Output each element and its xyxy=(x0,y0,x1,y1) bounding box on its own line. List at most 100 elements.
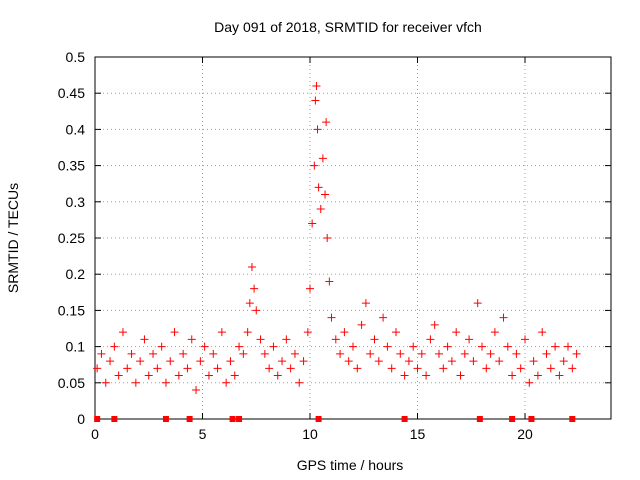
y-tick-label: 0.2 xyxy=(66,266,86,282)
data-point xyxy=(439,364,448,373)
data-point xyxy=(314,183,323,192)
zero-marker xyxy=(229,416,236,422)
data-point xyxy=(409,342,418,351)
data-point xyxy=(311,96,320,105)
data-point xyxy=(447,357,456,366)
zero-marker xyxy=(401,416,408,422)
data-point xyxy=(303,328,312,337)
zero-marker xyxy=(509,416,516,422)
data-point xyxy=(204,371,213,380)
data-point xyxy=(282,335,291,344)
y-tick-label: 0.05 xyxy=(58,375,85,391)
x-tick-label: 10 xyxy=(302,426,318,442)
data-point xyxy=(256,335,265,344)
x-axis-label: GPS time / hours xyxy=(297,457,404,473)
data-point xyxy=(473,299,482,308)
data-point xyxy=(247,262,256,271)
data-point xyxy=(295,378,304,387)
data-point xyxy=(426,335,435,344)
data-point xyxy=(278,357,287,366)
data-point xyxy=(357,320,366,329)
data-point xyxy=(572,349,581,358)
data-point xyxy=(456,371,465,380)
zero-marker xyxy=(186,416,193,422)
data-point xyxy=(344,357,353,366)
x-tick-label: 20 xyxy=(517,426,533,442)
data-point xyxy=(252,306,261,315)
data-point xyxy=(265,364,274,373)
data-point xyxy=(400,371,409,380)
data-point xyxy=(516,364,525,373)
data-point xyxy=(331,335,340,344)
data-points xyxy=(93,81,581,422)
data-point xyxy=(149,349,158,358)
data-point xyxy=(482,364,491,373)
data-point xyxy=(564,342,572,351)
data-point xyxy=(273,371,282,380)
data-point xyxy=(209,349,218,358)
data-point xyxy=(93,364,102,373)
y-axis-label: SRMTID / TECUs xyxy=(5,183,21,293)
data-point xyxy=(312,81,321,90)
data-point xyxy=(349,342,357,351)
data-point xyxy=(239,349,248,358)
data-point xyxy=(222,378,231,387)
data-point xyxy=(370,335,379,344)
data-point xyxy=(306,284,314,293)
zero-marker xyxy=(94,416,101,422)
data-point xyxy=(460,349,469,358)
data-point xyxy=(192,386,201,395)
data-point xyxy=(322,118,331,127)
y-tick-label: 0.45 xyxy=(58,85,85,101)
data-point xyxy=(551,342,560,351)
data-point xyxy=(546,364,555,373)
data-point xyxy=(187,335,196,344)
data-point xyxy=(217,328,226,337)
y-tick-label: 0.1 xyxy=(66,339,86,355)
data-point xyxy=(299,357,308,366)
data-point xyxy=(508,371,517,380)
data-point xyxy=(499,313,508,322)
data-point xyxy=(538,328,547,337)
data-point xyxy=(392,328,400,337)
data-point xyxy=(243,328,252,337)
x-tick-label: 0 xyxy=(91,426,99,442)
data-point xyxy=(469,357,478,366)
data-point xyxy=(413,364,422,373)
data-point xyxy=(101,378,110,387)
data-point xyxy=(435,349,443,358)
data-point xyxy=(529,357,538,366)
data-point xyxy=(245,299,254,308)
data-point xyxy=(310,161,319,170)
data-point xyxy=(366,349,375,358)
zero-marker xyxy=(476,416,483,422)
data-point xyxy=(157,342,166,351)
y-tick-label: 0.35 xyxy=(58,158,85,174)
data-point xyxy=(568,364,577,373)
data-point xyxy=(340,328,349,337)
data-point xyxy=(525,378,534,387)
y-tick-label: 0.4 xyxy=(66,121,86,137)
data-point xyxy=(269,342,278,351)
zero-marker xyxy=(236,416,243,422)
x-tick-label: 5 xyxy=(199,426,207,442)
data-point xyxy=(521,335,529,344)
data-point xyxy=(383,342,392,351)
data-point xyxy=(118,328,127,337)
data-point xyxy=(166,357,175,366)
data-point xyxy=(417,349,426,358)
data-point xyxy=(478,342,486,351)
data-point xyxy=(327,313,336,322)
data-point xyxy=(336,349,345,358)
data-point xyxy=(495,357,504,366)
x-tick-label: 15 xyxy=(410,426,426,442)
data-point xyxy=(325,277,334,286)
data-point xyxy=(452,328,461,337)
data-point xyxy=(127,349,136,358)
data-point xyxy=(106,357,115,366)
data-point xyxy=(250,284,259,293)
data-point xyxy=(542,349,551,358)
data-point xyxy=(465,335,474,344)
data-point xyxy=(290,349,299,358)
data-point xyxy=(323,234,332,242)
